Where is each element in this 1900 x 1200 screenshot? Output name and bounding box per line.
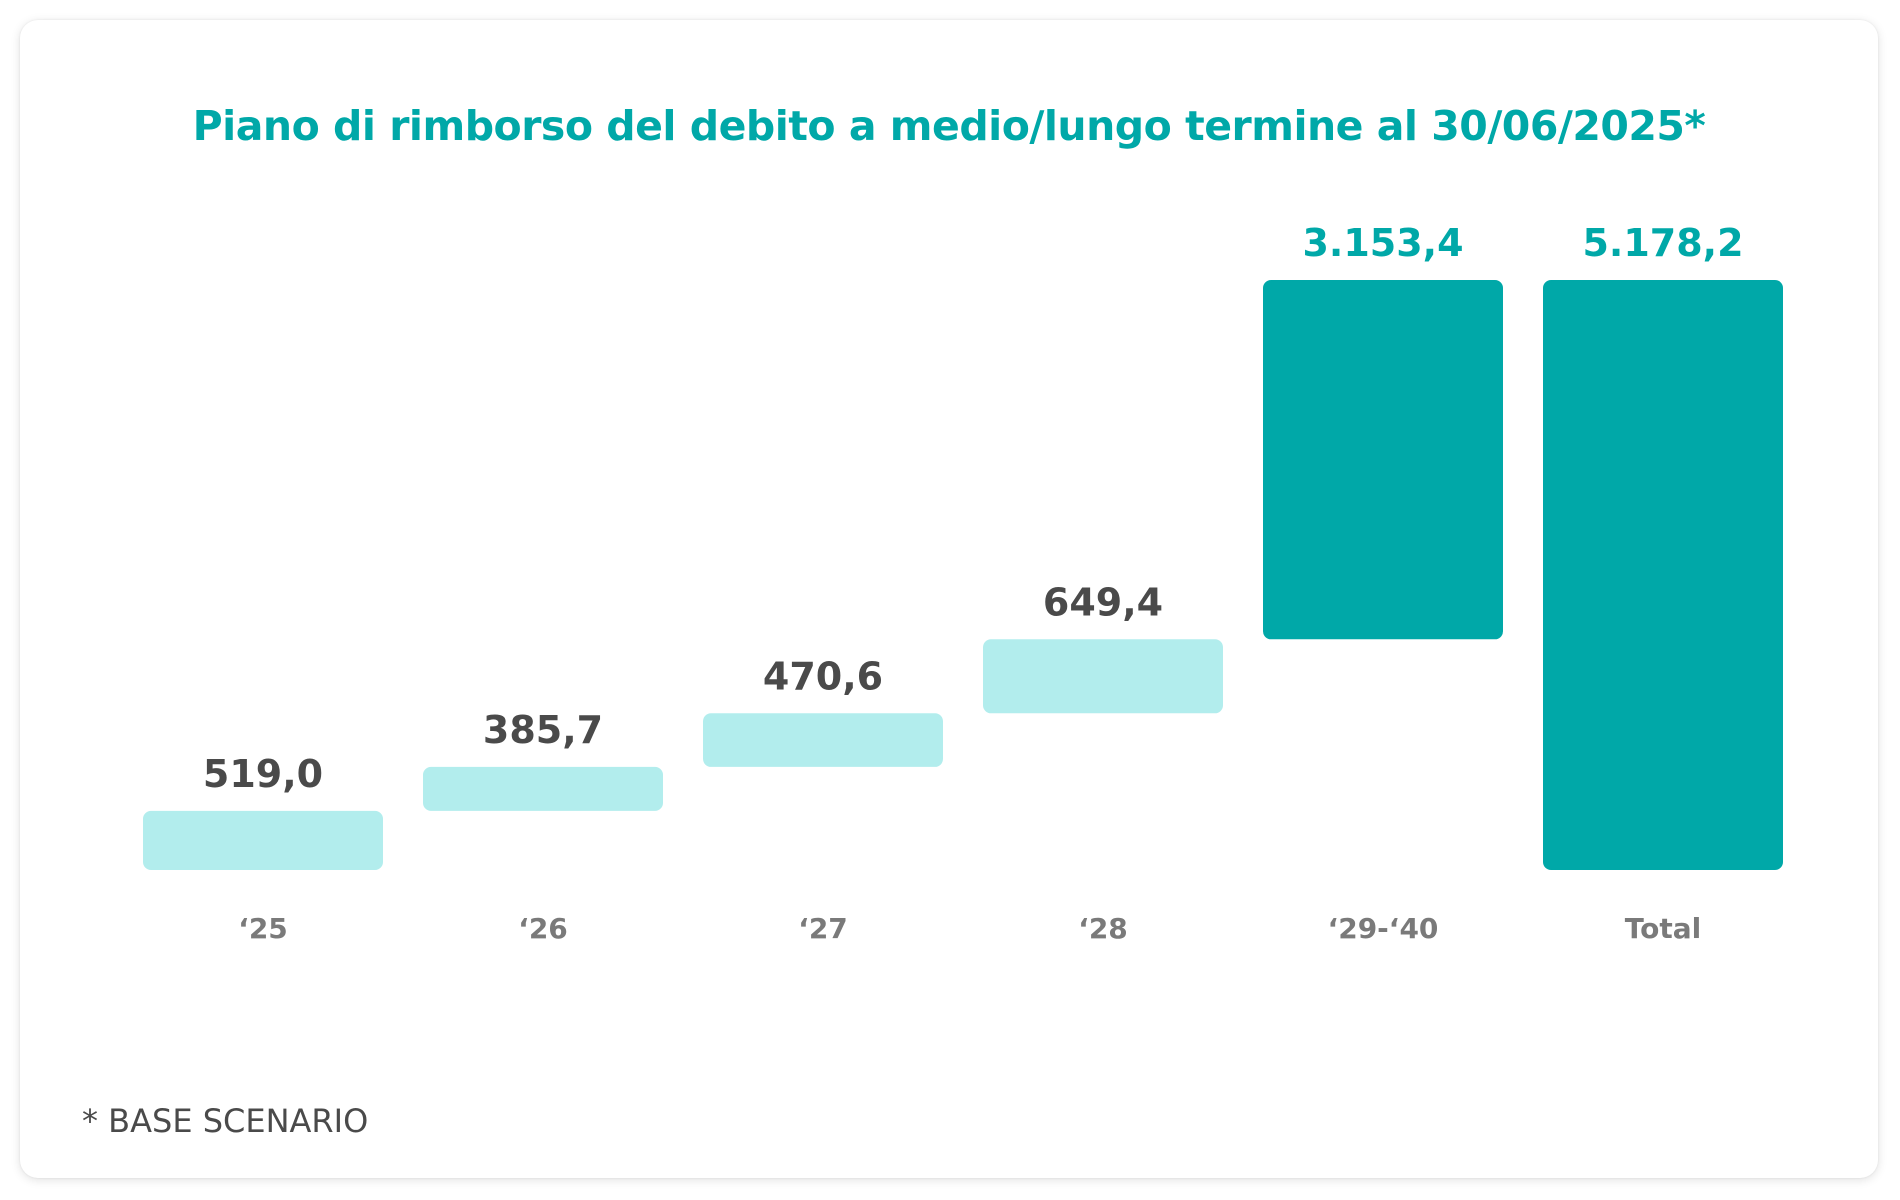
category-label-0: ‘25	[238, 912, 288, 945]
category-label-3: ‘28	[1078, 912, 1128, 945]
bar-3	[983, 639, 1223, 714]
bar-0	[143, 810, 383, 870]
value-label-1: 385,7	[483, 708, 603, 752]
category-label-2: ‘27	[798, 912, 848, 945]
category-label-4: ‘29-‘40	[1328, 912, 1439, 945]
bar-5	[1543, 280, 1783, 870]
bar-2	[703, 713, 943, 767]
bar-4	[1263, 280, 1503, 640]
value-label-2: 470,6	[763, 654, 883, 698]
chart-title: Piano di rimborso del debito a medio/lun…	[192, 102, 1706, 150]
value-label-0: 519,0	[203, 752, 323, 796]
bar-1	[423, 766, 663, 811]
category-label-5: Total	[1625, 912, 1702, 945]
category-label-1: ‘26	[518, 912, 568, 945]
value-label-5: 5.178,2	[1582, 221, 1743, 265]
waterfall-chart: 519,0 ‘25 385,7 ‘26 470,6 ‘27 649,4 ‘28 3.153,4 ‘…	[143, 221, 1783, 945]
footnote: * BASE SCENARIO	[82, 1102, 369, 1140]
chart-card: Piano di rimborso del debito a medio/lun…	[20, 20, 1878, 1178]
value-label-3: 649,4	[1043, 580, 1163, 624]
value-label-4: 3.153,4	[1302, 221, 1463, 265]
